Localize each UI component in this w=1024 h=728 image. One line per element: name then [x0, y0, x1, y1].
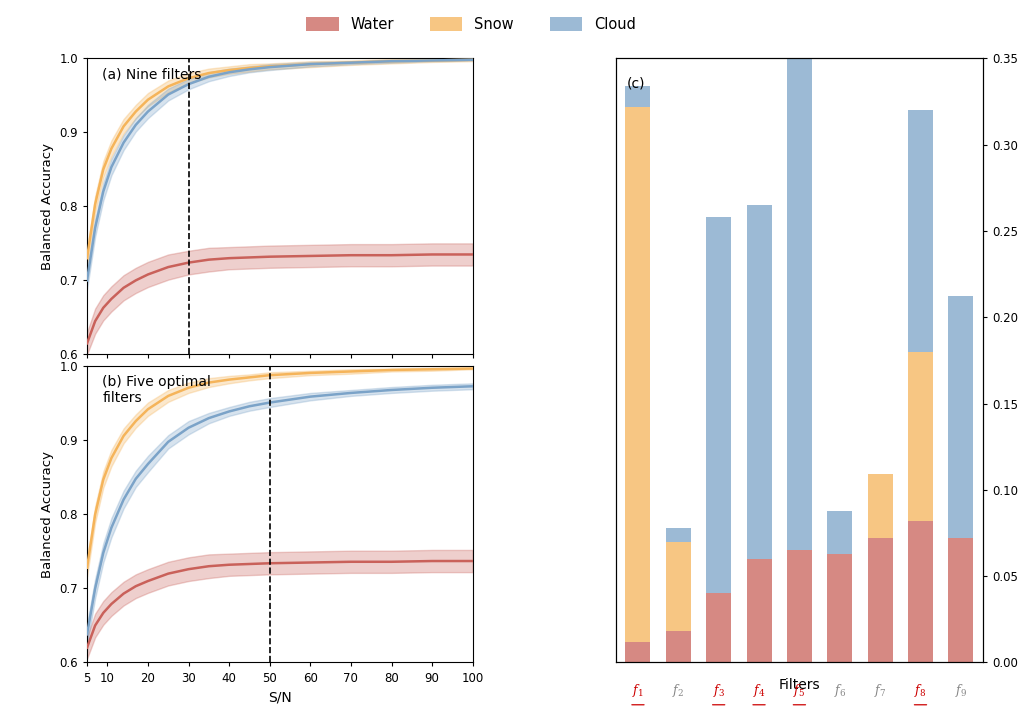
- Bar: [908, 110, 933, 352]
- Bar: [827, 554, 852, 662]
- Bar: [786, 550, 812, 662]
- Bar: [746, 205, 771, 559]
- Text: $f_{9}$: $f_{9}$: [954, 682, 967, 699]
- Bar: [666, 631, 691, 662]
- Text: $f_{2}$: $f_{2}$: [672, 682, 684, 699]
- X-axis label: S/N: S/N: [268, 690, 292, 704]
- Bar: [707, 593, 731, 662]
- Bar: [707, 217, 731, 593]
- Bar: [948, 296, 974, 538]
- Bar: [666, 528, 691, 542]
- Text: (a) Nine filters: (a) Nine filters: [102, 67, 202, 81]
- Bar: [867, 538, 893, 662]
- Bar: [786, 58, 812, 550]
- Text: $f_{6}$: $f_{6}$: [834, 682, 846, 699]
- Bar: [746, 559, 771, 662]
- Bar: [626, 106, 650, 642]
- Bar: [867, 475, 893, 538]
- Bar: [626, 642, 650, 662]
- Text: $f_{7}$: $f_{7}$: [873, 682, 887, 699]
- Text: $f_{3}$: $f_{3}$: [713, 682, 725, 699]
- Bar: [827, 510, 852, 554]
- Legend: Water, Snow, Cloud: Water, Snow, Cloud: [301, 11, 641, 38]
- Text: $f_{8}$: $f_{8}$: [914, 682, 927, 699]
- Y-axis label: Balanced Accuracy: Balanced Accuracy: [41, 451, 54, 578]
- Text: (b) Five optimal
filters: (b) Five optimal filters: [102, 375, 211, 405]
- Text: $f_{5}$: $f_{5}$: [794, 682, 806, 699]
- Text: $f_{4}$: $f_{4}$: [753, 682, 765, 699]
- Bar: [666, 542, 691, 631]
- Text: (c): (c): [627, 76, 645, 90]
- X-axis label: Filters: Filters: [778, 678, 820, 692]
- Bar: [908, 352, 933, 521]
- Bar: [908, 521, 933, 662]
- Bar: [626, 86, 650, 106]
- Y-axis label: Balanced Accuracy: Balanced Accuracy: [41, 143, 54, 270]
- Bar: [948, 538, 974, 662]
- Text: $f_{1}$: $f_{1}$: [632, 682, 644, 699]
